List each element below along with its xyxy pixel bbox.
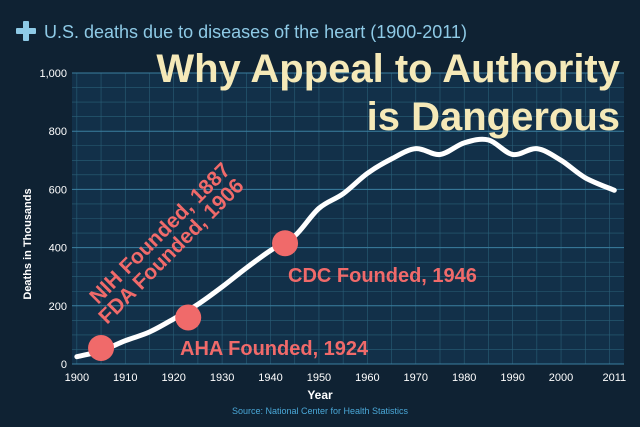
x-tick-label: 1920: [161, 372, 185, 384]
y-tick-label: 600: [49, 184, 67, 196]
series-line: [74, 136, 617, 360]
overlay-title-line-2: is Dangerous: [367, 95, 620, 139]
y-axis-label: Deaths in Thousands: [22, 188, 34, 299]
y-tick-label: 200: [49, 301, 67, 313]
x-tick-label: 1980: [452, 372, 476, 384]
y-tick-label: 400: [49, 243, 67, 255]
annotation-marker: [175, 304, 202, 331]
annotation-markers: [88, 230, 299, 361]
annotation-marker: [272, 230, 299, 257]
annotation-cdc: CDC Founded, 1946: [288, 265, 477, 287]
x-tick-label: 1910: [113, 372, 137, 384]
annotation-aha: AHA Founded, 1924: [180, 338, 369, 360]
source-note: Source: National Center for Health Stati…: [232, 406, 409, 416]
chart-title: U.S. deaths due to diseases of the heart…: [44, 22, 467, 42]
x-tick-label: 1940: [258, 372, 282, 384]
y-tick-label: 800: [49, 126, 67, 138]
x-tick-label: 2000: [549, 372, 573, 384]
y-axis-ticks: 0 200 400 600 800 1,000: [39, 68, 67, 371]
plus-icon: [16, 21, 36, 41]
x-tick-label: 1950: [307, 372, 331, 384]
x-tick-label: 1970: [404, 372, 428, 384]
y-tick-label: 1,000: [39, 68, 67, 80]
x-tick-label: 1960: [355, 372, 379, 384]
y-tick-label: 0: [61, 359, 67, 371]
x-axis-ticks: 1900 1910 1920 1930 1940 1950 1960 1970 1980 1990…: [65, 372, 627, 384]
annotation-marker: [88, 334, 115, 361]
x-tick-label: 1900: [65, 372, 89, 384]
overlay-title-line-1: Why Appeal to Authority: [156, 47, 620, 91]
x-tick-label: 1930: [210, 372, 234, 384]
x-axis-label: Year: [307, 388, 333, 402]
x-tick-label: 1990: [500, 372, 524, 384]
x-tick-label: 2011: [602, 372, 626, 384]
